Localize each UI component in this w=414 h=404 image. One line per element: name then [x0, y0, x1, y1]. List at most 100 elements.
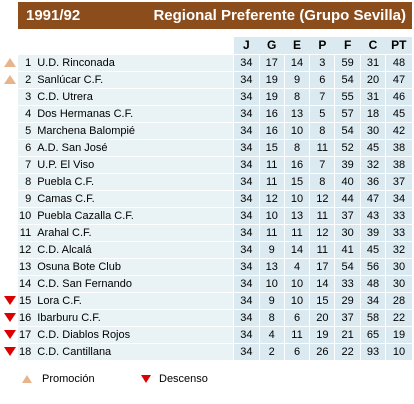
stat-e: 10 — [283, 292, 310, 310]
stat-g: 13 — [258, 258, 285, 276]
table-row: 4 Dos Hermanas C.F. 34 16 13 5 57 18 45 — [18, 105, 412, 123]
stat-f: 40 — [334, 173, 361, 191]
table-row: 11 Arahal C.F. 34 11 11 12 30 39 33 — [18, 224, 412, 242]
stat-j: 34 — [233, 207, 260, 225]
stat-e: 14 — [283, 54, 310, 72]
team-name: A.D. San José — [34, 139, 234, 157]
stat-e: 6 — [283, 343, 310, 361]
stat-f: 37 — [334, 309, 361, 327]
team-name: U.P. El Viso — [34, 156, 234, 174]
stat-g: 15 — [258, 139, 285, 157]
stat-e: 14 — [283, 241, 310, 259]
stat-pt: 37 — [385, 173, 412, 191]
row-position: 3 — [18, 88, 35, 106]
stat-c: 93 — [359, 343, 386, 361]
stat-g: 10 — [258, 207, 285, 225]
table-row: 17 C.D. Diablos Rojos 34 4 11 19 21 65 19 — [18, 326, 412, 344]
stat-p: 7 — [309, 156, 335, 174]
stat-j: 34 — [233, 122, 260, 140]
stat-f: 57 — [334, 105, 361, 123]
stat-pt: 45 — [385, 105, 412, 123]
table-row: 7 U.P. El Viso 34 11 16 7 39 32 38 — [18, 156, 412, 174]
team-name: Dos Hermanas C.F. — [34, 105, 234, 123]
stat-e: 4 — [283, 258, 310, 276]
stat-pt: 42 — [385, 122, 412, 140]
team-name: Sanlúcar C.F. — [34, 71, 234, 89]
table-row: 8 Puebla C.F. 34 11 15 8 40 36 37 — [18, 173, 412, 191]
legend-promotion-label: Promoción — [42, 373, 95, 385]
stat-p: 11 — [309, 241, 335, 259]
stat-pt: 34 — [385, 190, 412, 208]
stat-j: 34 — [233, 88, 260, 106]
stat-c: 65 — [359, 326, 386, 344]
column-header-played: J — [233, 37, 260, 55]
stat-g: 17 — [258, 54, 285, 72]
team-name: Puebla Cazalla C.F. — [34, 207, 234, 225]
stat-p: 6 — [309, 71, 335, 89]
stat-g: 10 — [258, 275, 285, 293]
stat-f: 59 — [334, 54, 361, 72]
row-position: 5 — [18, 122, 35, 140]
stat-g: 9 — [258, 241, 285, 259]
table-row: 15 Lora C.F. 34 9 10 15 29 34 28 — [18, 292, 412, 310]
standings-table: J G E P F C PT 1 U.D. Rinconada 34 17 14 3 59 3… — [18, 37, 412, 361]
table-header-row: J G E P F C PT — [18, 37, 412, 55]
stat-j: 34 — [233, 292, 260, 310]
relegation-triangle-icon — [4, 313, 16, 322]
stat-g: 11 — [258, 156, 285, 174]
stat-c: 43 — [359, 207, 386, 225]
stat-e: 15 — [283, 173, 310, 191]
column-header-points: PT — [385, 37, 412, 55]
team-name: Ibarburu C.F. — [34, 309, 234, 327]
stat-c: 31 — [359, 54, 386, 72]
stat-j: 34 — [233, 105, 260, 123]
row-position: 1 — [18, 54, 35, 72]
stat-g: 2 — [258, 343, 285, 361]
row-position: 10 — [18, 207, 35, 225]
table-row: 5 Marchena Balompié 34 16 10 8 54 30 42 — [18, 122, 412, 140]
row-position: 6 — [18, 139, 35, 157]
league-title: Regional Preferente (Grupo Sevilla) — [153, 7, 406, 24]
stat-pt: 38 — [385, 156, 412, 174]
stat-c: 47 — [359, 190, 386, 208]
relegation-triangle-icon — [4, 296, 16, 305]
stat-pt: 32 — [385, 241, 412, 259]
stat-pt: 33 — [385, 207, 412, 225]
header-blank — [34, 37, 234, 55]
stat-g: 11 — [258, 173, 285, 191]
table-row: 18 C.D. Cantillana 34 2 6 26 22 93 10 — [18, 343, 412, 361]
row-position: 11 — [18, 224, 35, 242]
stat-pt: 10 — [385, 343, 412, 361]
stat-g: 9 — [258, 292, 285, 310]
header-blank — [18, 37, 35, 55]
table-row: 12 C.D. Alcalá 34 9 14 11 41 45 32 — [18, 241, 412, 259]
stat-pt: 22 — [385, 309, 412, 327]
stat-e: 13 — [283, 105, 310, 123]
stat-j: 34 — [233, 54, 260, 72]
stat-f: 41 — [334, 241, 361, 259]
stat-f: 54 — [334, 71, 361, 89]
table-row: 2 Sanlúcar C.F. 34 19 9 6 54 20 47 — [18, 71, 412, 89]
stat-e: 9 — [283, 71, 310, 89]
promotion-triangle-icon — [4, 58, 16, 67]
promotion-triangle-icon — [22, 375, 32, 383]
stat-e: 8 — [283, 139, 310, 157]
stat-e: 10 — [283, 275, 310, 293]
stat-j: 34 — [233, 326, 260, 344]
stat-j: 34 — [233, 156, 260, 174]
stat-g: 16 — [258, 105, 285, 123]
stat-c: 30 — [359, 122, 386, 140]
stat-pt: 38 — [385, 139, 412, 157]
stat-g: 4 — [258, 326, 285, 344]
team-name: C.D. Utrera — [34, 88, 234, 106]
stat-g: 11 — [258, 224, 285, 242]
stat-c: 45 — [359, 241, 386, 259]
stat-j: 34 — [233, 241, 260, 259]
stat-e: 11 — [283, 224, 310, 242]
stat-e: 10 — [283, 190, 310, 208]
team-name: Marchena Balompié — [34, 122, 234, 140]
stat-g: 19 — [258, 88, 285, 106]
table-row: 10 Puebla Cazalla C.F. 34 10 13 11 37 43 33 — [18, 207, 412, 225]
stat-pt: 46 — [385, 88, 412, 106]
stat-e: 16 — [283, 156, 310, 174]
